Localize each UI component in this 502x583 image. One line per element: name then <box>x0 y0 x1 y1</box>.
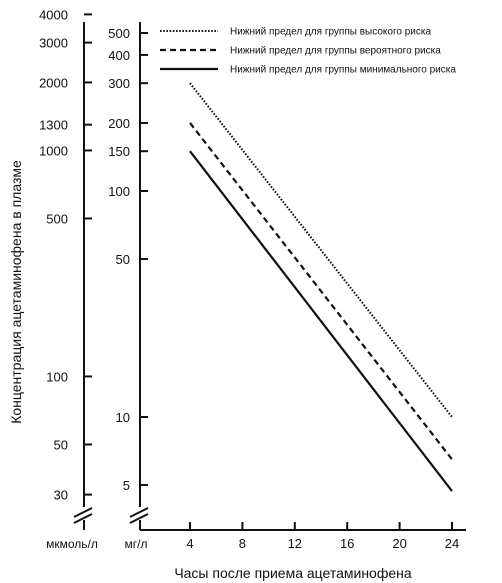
y-axis-title: Концентрация ацетаминофена в плазме <box>8 160 24 424</box>
legend-label-1: Нижний предел для группы вероятного риск… <box>230 46 441 57</box>
mgl-tick-label-7: 400 <box>108 48 130 63</box>
series-line-dashed <box>189 122 453 460</box>
legend: Нижний предел для группы высокого риска Н… <box>160 27 456 76</box>
x-axis-title: Часы после приема ацетаминофена <box>174 565 412 581</box>
series-line-dotted <box>189 82 453 418</box>
x-tick-label-5: 24 <box>445 536 459 551</box>
unit-label-mgl: мг/л <box>125 537 148 551</box>
mgl-tick-label-3: 100 <box>108 184 130 199</box>
x-tick-label-2: 12 <box>288 536 302 551</box>
x-axis-ticks: 4 8 12 16 20 24 <box>186 522 459 551</box>
axis-umol: 30 50 100 500 1000 1300 2000 3000 4000 <box>39 7 93 530</box>
legend-label-2: Нижний предел для группы минимального ри… <box>230 65 456 76</box>
axis-mgl-ticks: 5 10 50 100 150 200 300 400 500 <box>108 26 148 493</box>
series-lines <box>189 82 453 492</box>
x-axis: 4 8 12 16 20 24 <box>140 522 466 551</box>
mgl-tick-label-1: 10 <box>116 410 130 425</box>
umol-tick-label-2: 100 <box>46 369 68 384</box>
x-tick-label-4: 20 <box>392 536 406 551</box>
legend-label-0: Нижний предел для группы высокого риска <box>230 27 431 38</box>
series-line-solid <box>189 150 453 492</box>
mgl-tick-label-8: 500 <box>108 26 130 41</box>
mgl-tick-label-0: 5 <box>123 478 130 493</box>
mgl-tick-label-5: 200 <box>108 116 130 131</box>
axis-mgl: 5 10 50 100 150 200 300 400 500 <box>108 22 149 530</box>
x-tick-label-3: 16 <box>340 536 354 551</box>
umol-tick-label-7: 3000 <box>39 36 68 51</box>
mgl-tick-label-4: 150 <box>108 144 130 159</box>
unit-label-umol: мкмоль/л <box>46 537 98 551</box>
axis-mgl-break-mark <box>129 507 149 524</box>
mgl-tick-label-2: 50 <box>116 252 130 267</box>
umol-tick-label-5: 1300 <box>39 118 68 133</box>
umol-tick-label-0: 30 <box>54 488 68 503</box>
x-tick-label-1: 8 <box>239 536 246 551</box>
mgl-tick-label-6: 300 <box>108 76 130 91</box>
umol-tick-label-3: 500 <box>46 211 68 226</box>
axis-umol-break-mark <box>73 507 93 524</box>
umol-tick-label-6: 2000 <box>39 75 68 90</box>
x-tick-label-0: 4 <box>186 536 193 551</box>
umol-tick-label-1: 50 <box>54 437 68 452</box>
axis-umol-ticks: 30 50 100 500 1000 1300 2000 3000 4000 <box>39 7 92 503</box>
umol-tick-label-4: 1000 <box>39 143 68 158</box>
umol-tick-label-8: 4000 <box>39 7 68 22</box>
